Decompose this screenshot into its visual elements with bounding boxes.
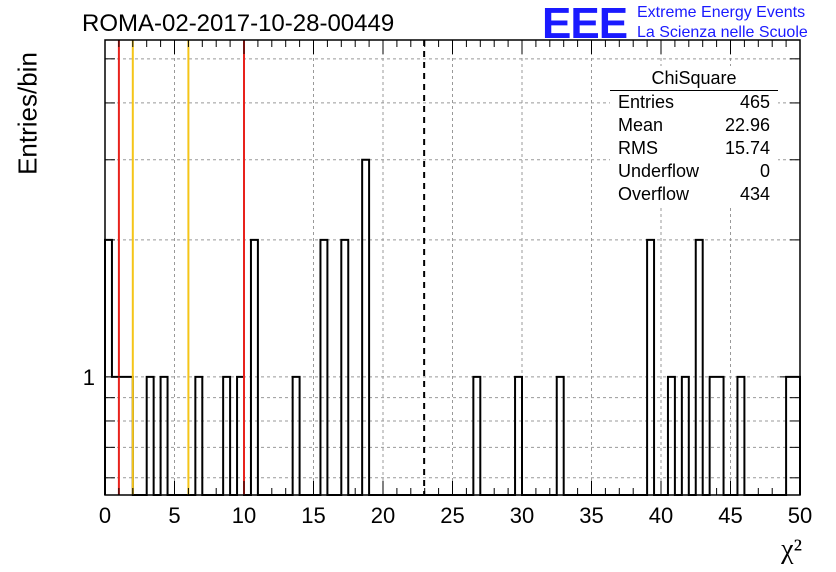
y-tick-label: 1 — [83, 365, 95, 390]
histogram-bin — [251, 240, 258, 495]
logo-line-1: Extreme Energy Events — [637, 4, 806, 21]
histogram-bin — [515, 377, 522, 495]
stats-label: Underflow — [618, 161, 700, 181]
stats-row-underflow: Underflow 0 — [610, 160, 778, 183]
x-tick-label: 20 — [371, 503, 395, 528]
logo-line-2: La Scienza nelle Scuole — [637, 24, 808, 41]
histogram-bin — [112, 377, 119, 495]
stats-label: Entries — [618, 92, 675, 112]
stats-value: 22.96 — [724, 115, 770, 135]
run-title: ROMA-02-2017-10-28-00449 — [82, 10, 395, 37]
histogram-bin — [362, 160, 369, 495]
stats-value: 0 — [759, 161, 770, 181]
stats-box: ChiSquare Entries 465 Mean 22.96 RMS 15.74 … — [610, 66, 778, 206]
histogram-bin — [696, 240, 703, 495]
histogram-bin — [119, 377, 126, 495]
histogram-bin — [195, 377, 202, 495]
histogram-bin — [237, 377, 244, 495]
histogram-bin — [793, 377, 800, 495]
x-tick-label: 15 — [301, 503, 325, 528]
stats-value: 434 — [739, 184, 770, 204]
stats-label: Mean — [618, 115, 664, 135]
x-tick-label: 30 — [510, 503, 534, 528]
x-tick-label: 25 — [440, 503, 464, 528]
histogram-bin — [682, 377, 689, 495]
histogram-bin — [293, 377, 300, 495]
stats-row-entries: Entries 465 — [610, 91, 778, 114]
x-tick-label: 50 — [788, 503, 812, 528]
x-tick-label: 40 — [649, 503, 673, 528]
histogram-bin — [647, 240, 654, 495]
histogram-bin — [223, 377, 230, 495]
histogram-bin — [105, 240, 112, 495]
histogram-bin — [668, 377, 675, 495]
x-tick-label: 0 — [99, 503, 111, 528]
stats-row-rms: RMS 15.74 — [610, 137, 778, 160]
stats-title: ChiSquare — [610, 66, 778, 91]
stats-value: 465 — [739, 92, 770, 112]
histogram-bin — [473, 377, 480, 495]
histogram-bin — [341, 240, 348, 495]
stats-label: Overflow — [618, 184, 690, 204]
x-tick-label: 35 — [579, 503, 603, 528]
histogram-bin — [161, 377, 168, 495]
stats-row-mean: Mean 22.96 — [610, 114, 778, 137]
histogram-bin — [557, 377, 564, 495]
stats-value: 15.74 — [724, 138, 770, 158]
histogram-bin — [786, 377, 793, 495]
x-tick-label: 45 — [718, 503, 742, 528]
x-axis-label: χ² — [781, 534, 802, 565]
histogram-bin — [126, 377, 133, 495]
stats-label: RMS — [618, 138, 658, 158]
histogram-bin — [717, 377, 724, 495]
histogram-bin — [710, 377, 717, 495]
eee-logo: EEE — [542, 0, 628, 48]
stats-row-overflow: Overflow 434 — [610, 183, 778, 206]
histogram-bin — [147, 377, 154, 495]
x-tick-label: 5 — [168, 503, 180, 528]
y-axis-label: Entries/bin — [12, 52, 43, 175]
x-tick-label: 10 — [232, 503, 256, 528]
histogram-bin — [320, 240, 327, 495]
histogram-bin — [737, 377, 744, 495]
